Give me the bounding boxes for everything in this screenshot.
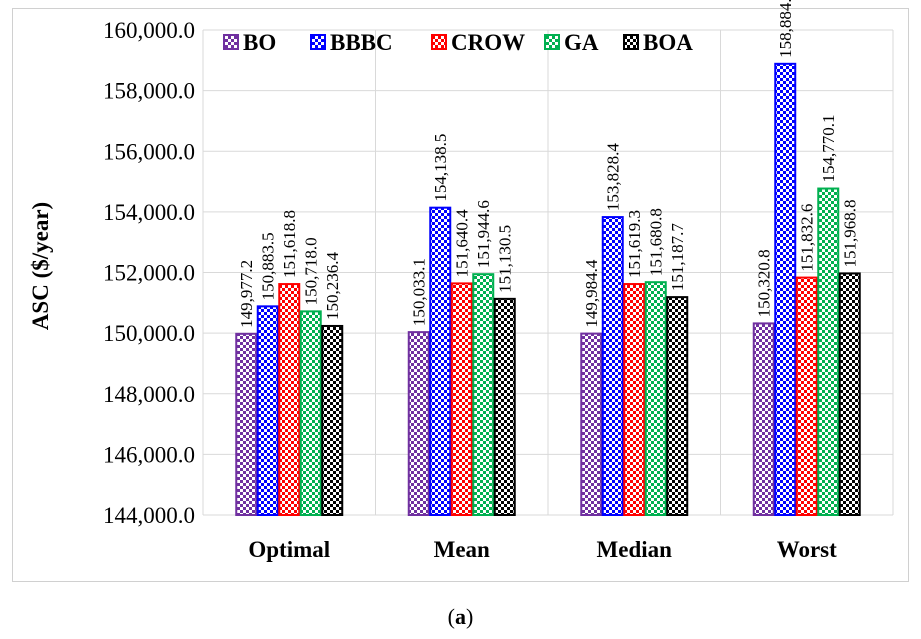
chart-frame — [12, 8, 909, 582]
data-label-boa: 151,187.7 — [668, 223, 687, 292]
y-tick-label: 154,000.0 — [103, 200, 195, 225]
legend-swatch-crow — [431, 34, 447, 50]
data-label-bo: 150,033.1 — [410, 258, 429, 326]
bar-bo-optimal — [235, 332, 258, 516]
data-label-crow: 151,618.8 — [280, 210, 299, 278]
data-label-bbbc: 150,883.5 — [259, 232, 278, 300]
legend-swatch-bbbc — [310, 34, 326, 50]
data-label-crow: 151,640.4 — [453, 209, 472, 278]
data-label-crow: 151,832.6 — [798, 204, 817, 272]
y-axis-ticks: 144,000.0 146,000.0 148,000.0 150,000.0 152,… — [103, 18, 195, 528]
bar-crow-median — [623, 283, 646, 517]
legend-swatch-boa — [623, 34, 639, 50]
bar-bo-worst — [752, 322, 775, 516]
legend-label-crow: CROW — [451, 30, 525, 55]
caption-letter: a — [455, 604, 466, 629]
data-label-ga: 154,770.1 — [819, 115, 838, 183]
bar-bbbc-median — [601, 216, 624, 516]
x-tick-label: Median — [597, 537, 673, 562]
y-tick-label: 148,000.0 — [103, 382, 195, 407]
bar-boa-mean — [493, 297, 516, 516]
bar-boa-optimal — [321, 324, 344, 517]
data-label-ga: 151,680.8 — [647, 208, 666, 276]
caption-close: ) — [466, 604, 474, 629]
data-label-boa: 151,968.8 — [841, 199, 860, 267]
y-tick-label: 152,000.0 — [103, 261, 195, 286]
bar-bbbc-worst — [774, 62, 797, 516]
y-tick-label: 156,000.0 — [103, 139, 195, 164]
bar-ga-median — [644, 281, 667, 516]
bar-boa-median — [666, 296, 689, 516]
data-label-crow: 151,619.3 — [625, 210, 644, 278]
data-label-bbbc: 158,884.5 — [776, 0, 795, 58]
legend-label-bo: BO — [243, 30, 276, 55]
x-tick-label: Optimal — [248, 537, 330, 562]
legend: BO BBBC CROW GA BOA — [223, 30, 693, 55]
figure-caption: (a) — [0, 604, 921, 630]
legend-swatch-ga — [544, 34, 560, 50]
caption-open: ( — [447, 604, 455, 629]
data-label-bbbc: 153,828.4 — [604, 143, 623, 212]
legend-label-ga: GA — [564, 30, 599, 55]
bar-bbbc-mean — [429, 206, 452, 516]
x-tick-label: Worst — [777, 537, 837, 562]
data-label-boa: 151,130.5 — [496, 225, 515, 293]
y-tick-label: 146,000.0 — [103, 442, 195, 467]
data-label-boa: 150,236.4 — [323, 251, 342, 320]
bar-ga-worst — [817, 187, 840, 516]
data-label-ga: 151,944.6 — [474, 200, 493, 268]
data-labels: 149,977.2 150,883.5 151,618.8 150,718.0 150,… — [237, 0, 860, 328]
y-tick-label: 158,000.0 — [103, 79, 195, 104]
legend-label-bbbc: BBBC — [330, 30, 393, 55]
data-label-bo: 149,984.4 — [582, 259, 601, 328]
bar-crow-worst — [795, 276, 818, 516]
bar-chart: 144,000.0 146,000.0 148,000.0 150,000.0 152,… — [28, 0, 894, 562]
bar-ga-mean — [472, 273, 495, 517]
bar-bo-median — [580, 332, 603, 516]
x-axis-ticks: Optimal Mean Median Worst — [248, 537, 837, 562]
bar-crow-mean — [450, 282, 473, 516]
data-label-bbbc: 154,138.5 — [431, 134, 450, 202]
data-label-bo: 149,977.2 — [237, 260, 256, 328]
y-axis-label: ASC ($/year) — [28, 202, 53, 330]
y-tick-label: 144,000.0 — [103, 503, 195, 528]
bar-ga-optimal — [299, 310, 322, 516]
bar-bbbc-optimal — [256, 305, 279, 516]
legend-label-boa: BOA — [643, 30, 693, 55]
data-label-ga: 150,718.0 — [302, 237, 321, 305]
bar-crow-optimal — [278, 283, 301, 516]
bar-bo-mean — [407, 331, 430, 516]
legend-swatch-bo — [223, 34, 239, 50]
y-tick-label: 160,000.0 — [103, 18, 195, 43]
x-tick-label: Mean — [434, 537, 490, 562]
bar-boa-worst — [838, 272, 861, 516]
y-tick-label: 150,000.0 — [103, 321, 195, 346]
bars — [235, 62, 861, 517]
data-label-bo: 150,320.8 — [755, 249, 774, 317]
